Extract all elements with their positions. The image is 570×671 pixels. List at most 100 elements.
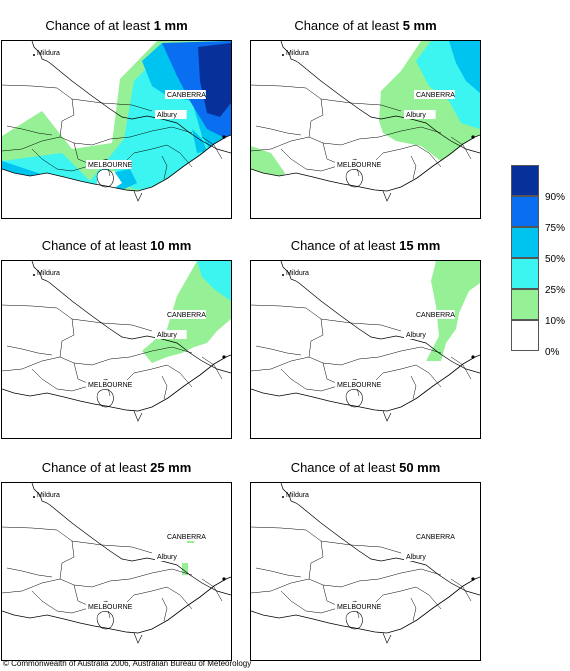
boundary-line bbox=[2, 304, 75, 358]
place-name: MELBOURNE bbox=[88, 382, 133, 389]
boundary-line bbox=[6, 567, 53, 578]
panel-title: Chance of at least 5 mm bbox=[250, 18, 481, 33]
boundary-line bbox=[119, 586, 193, 610]
point-marker bbox=[222, 135, 226, 139]
port-phillip-bay bbox=[96, 611, 114, 630]
place-name: CANBERRA bbox=[416, 534, 455, 541]
boundary-line bbox=[251, 356, 310, 372]
boundary-line bbox=[119, 144, 193, 168]
rainfall-map: Mildura CANBERRA Albury MELBOURNE bbox=[1, 40, 232, 219]
place-name: MELBOURNE bbox=[337, 162, 382, 169]
boundary-line bbox=[308, 126, 442, 146]
ocean bbox=[251, 135, 480, 218]
probability-field bbox=[198, 43, 231, 117]
label-background bbox=[404, 110, 436, 119]
boundary-line bbox=[251, 304, 324, 358]
port-phillip-bay bbox=[345, 389, 363, 408]
rainfall-map: Mildura CANBERRA Albury MELBOURNE bbox=[250, 482, 481, 661]
place-label-albury: Albury bbox=[155, 330, 187, 339]
place-name: MELBOURNE bbox=[337, 382, 382, 389]
place-name: Mildura bbox=[37, 50, 60, 57]
boundary-line bbox=[251, 136, 310, 152]
town-marker bbox=[282, 274, 284, 276]
boundary-line bbox=[308, 346, 442, 366]
coastline bbox=[251, 354, 480, 412]
place-name: Mildura bbox=[286, 270, 309, 277]
point-marker bbox=[471, 577, 475, 581]
legend-label-10: 10% bbox=[545, 316, 566, 327]
promontory bbox=[133, 190, 143, 202]
place-label-melbourne: MELBOURNE bbox=[86, 160, 133, 169]
probability-field bbox=[197, 261, 231, 301]
boundary-line bbox=[320, 98, 402, 112]
boundary-line bbox=[410, 155, 417, 180]
boundary-line bbox=[410, 375, 417, 400]
place-label-canberra: CANBERRA bbox=[165, 310, 206, 319]
boundary-line bbox=[280, 148, 342, 172]
place-label-mildura: Mildura bbox=[286, 492, 309, 499]
town-marker bbox=[282, 54, 284, 56]
panel-title-amount: 5 mm bbox=[402, 18, 437, 33]
town-marker bbox=[33, 274, 35, 276]
place-label-albury: Albury bbox=[404, 330, 436, 339]
probability-legend: 90% 75% 50% 25% 10% 0% bbox=[511, 165, 567, 365]
place-label-mildura: Mildura bbox=[37, 492, 60, 499]
boundary-line bbox=[71, 318, 153, 332]
label-background bbox=[414, 532, 455, 541]
label-background bbox=[155, 330, 187, 339]
label-background bbox=[404, 330, 436, 339]
place-label-albury: Albury bbox=[404, 552, 436, 561]
ocean bbox=[2, 135, 231, 218]
boundary-line bbox=[450, 356, 472, 380]
boundary-line bbox=[450, 136, 472, 160]
boundary-line bbox=[255, 567, 302, 578]
coastline bbox=[2, 354, 231, 412]
boundary-line bbox=[49, 62, 231, 154]
label-background bbox=[86, 380, 132, 389]
legend-swatch-90 bbox=[511, 165, 539, 196]
label-background bbox=[165, 310, 206, 319]
place-name: Albury bbox=[157, 332, 177, 339]
ocean bbox=[2, 577, 231, 660]
boundary-line bbox=[59, 346, 193, 366]
place-label-canberra: CANBERRA bbox=[165, 532, 206, 541]
boundary-line bbox=[161, 375, 168, 400]
legend-label-25: 25% bbox=[545, 285, 566, 296]
boundary-line bbox=[255, 345, 302, 356]
legend-label-90: 90% bbox=[545, 192, 566, 203]
panel-title-amount: 25 mm bbox=[150, 460, 192, 475]
boundary-line bbox=[201, 356, 223, 380]
boundary-line bbox=[59, 126, 193, 146]
boundary-line bbox=[255, 125, 302, 136]
boundary-line bbox=[320, 540, 402, 554]
rainfall-map: Mildura CANBERRA Albury MELBOURNE bbox=[250, 40, 481, 219]
boundary-line bbox=[2, 526, 75, 580]
boundary-line bbox=[368, 144, 442, 168]
label-background bbox=[155, 110, 187, 119]
place-name: CANBERRA bbox=[167, 312, 206, 319]
copyright-notice: © Commonwealth of Australia 2006, Austra… bbox=[3, 659, 252, 668]
boundary-line bbox=[6, 345, 53, 356]
place-label-canberra: CANBERRA bbox=[414, 310, 455, 319]
boundary-line bbox=[280, 590, 342, 614]
boundary-line bbox=[6, 125, 53, 136]
boundary-line bbox=[31, 148, 93, 172]
rainfall-map: Mildura CANBERRA Albury MELBOURNE bbox=[1, 482, 232, 661]
promontory bbox=[382, 190, 392, 202]
promontory bbox=[133, 410, 143, 422]
place-name: Albury bbox=[157, 112, 177, 119]
place-name: MELBOURNE bbox=[88, 604, 133, 611]
label-background bbox=[86, 602, 132, 611]
place-label-mildura: Mildura bbox=[37, 50, 60, 57]
label-background bbox=[404, 552, 436, 561]
boundary-line bbox=[161, 155, 168, 180]
place-name: CANBERRA bbox=[167, 534, 206, 541]
point-marker bbox=[222, 355, 226, 359]
boundary-line bbox=[450, 578, 472, 602]
boundary-line bbox=[201, 136, 223, 160]
point-marker bbox=[222, 577, 226, 581]
town-marker bbox=[282, 496, 284, 498]
promontory bbox=[382, 632, 392, 644]
place-label-melbourne: MELBOURNE bbox=[335, 380, 382, 389]
ocean bbox=[251, 577, 480, 660]
